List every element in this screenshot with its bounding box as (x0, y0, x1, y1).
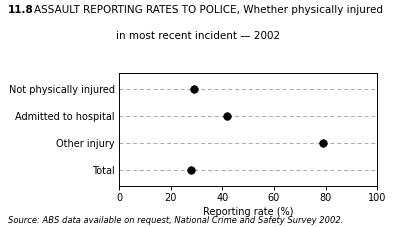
Text: Source: ABS data available on request, National Crime and Safety Survey 2002.: Source: ABS data available on request, N… (8, 216, 343, 225)
X-axis label: Reporting rate (%): Reporting rate (%) (203, 207, 293, 217)
Text: in most recent incident — 2002: in most recent incident — 2002 (116, 31, 281, 41)
Point (224, 114, 231, 118)
Point (191, 87, 197, 91)
Text: 11.8: 11.8 (8, 5, 34, 15)
Point (320, 141, 326, 145)
Point (188, 168, 195, 172)
Text: ASSAULT REPORTING RATES TO POLICE, Whether physically injured: ASSAULT REPORTING RATES TO POLICE, Wheth… (34, 5, 383, 15)
